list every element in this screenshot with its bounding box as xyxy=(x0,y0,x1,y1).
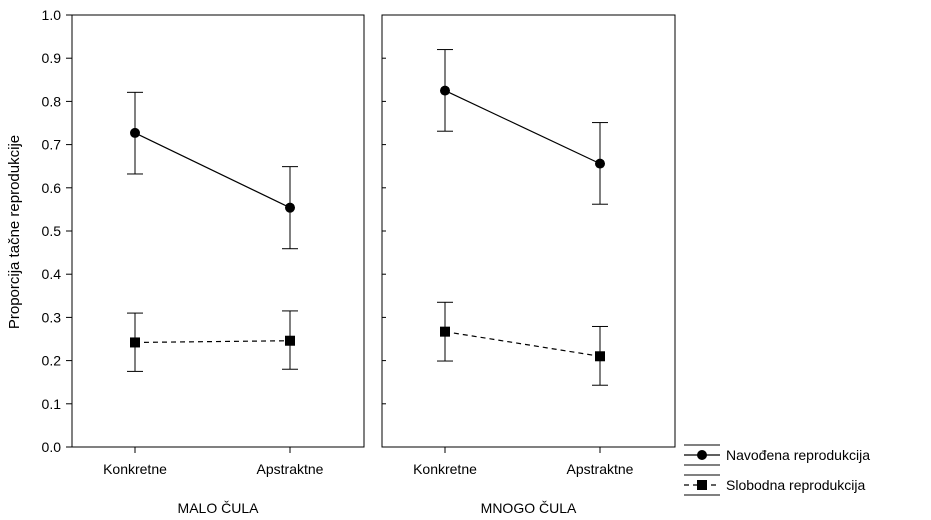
legend-item-1: Navođena reprodukcija xyxy=(684,444,870,466)
legend-marker xyxy=(697,480,707,490)
series-navodena xyxy=(127,91,298,250)
y-tick-label: 0.2 xyxy=(42,353,62,369)
legend-label: Navođena reprodukcija xyxy=(726,447,870,463)
legend-item-2: Slobodna reprodukcija xyxy=(684,474,866,496)
data-point xyxy=(285,335,295,346)
y-tick-label: 0.4 xyxy=(42,266,62,282)
data-point xyxy=(595,351,605,362)
panel-label: MNOGO ČULA xyxy=(481,500,577,516)
y-axis-label: Proporcija tačne reprodukcije xyxy=(6,135,23,329)
x-tick-label: Konkretne xyxy=(103,461,167,477)
y-tick-label: 0.6 xyxy=(42,180,62,196)
data-point xyxy=(595,158,605,169)
y-tick-label: 0.9 xyxy=(42,50,62,66)
plot-frame xyxy=(71,14,365,448)
series-line xyxy=(444,90,601,165)
series-navodena xyxy=(437,49,608,205)
legend: Navođena reprodukcija Slobodna reprodukci… xyxy=(684,444,870,496)
legend-label: Slobodna reprodukcija xyxy=(726,477,866,493)
data-point xyxy=(130,127,140,138)
series-slobodna xyxy=(127,310,298,372)
panel-1: Konkretne Apstraktne MALO ČULA xyxy=(71,14,365,516)
x-tick-label: Apstraktne xyxy=(567,461,634,477)
data-point xyxy=(440,85,450,96)
plot-frame xyxy=(381,14,676,448)
y-tick-label: 1.0 xyxy=(42,7,62,23)
data-point xyxy=(440,326,450,337)
y-tick-label: 0.8 xyxy=(42,93,62,109)
x-tick-label: Apstraktne xyxy=(257,461,324,477)
panels: Konkretne Apstraktne MALO ČULA Konkretne Aps… xyxy=(71,14,676,516)
axes: 0.0 0.1 0.2 0.3 0.4 0.5 0.6 0.7 0.8 0.9 1.0 xyxy=(42,7,386,455)
series-line xyxy=(134,340,291,344)
y-tick-label: 0.1 xyxy=(42,396,62,412)
y-tick-label: 0.3 xyxy=(42,309,62,325)
legend-marker xyxy=(697,450,707,460)
y-tick-label: 0.0 xyxy=(42,439,62,455)
data-point xyxy=(130,337,140,348)
series-line xyxy=(134,132,291,209)
x-tick-label: Konkretne xyxy=(413,461,477,477)
panel-label: MALO ČULA xyxy=(178,500,260,516)
y-tick-label: 0.5 xyxy=(42,223,62,239)
series-slobodna xyxy=(437,301,608,386)
data-point xyxy=(285,202,295,213)
panel-2: Konkretne Apstraktne MNOGO ČULA xyxy=(381,14,676,516)
series-line xyxy=(444,331,601,357)
y-tick-label: 0.7 xyxy=(42,137,62,153)
